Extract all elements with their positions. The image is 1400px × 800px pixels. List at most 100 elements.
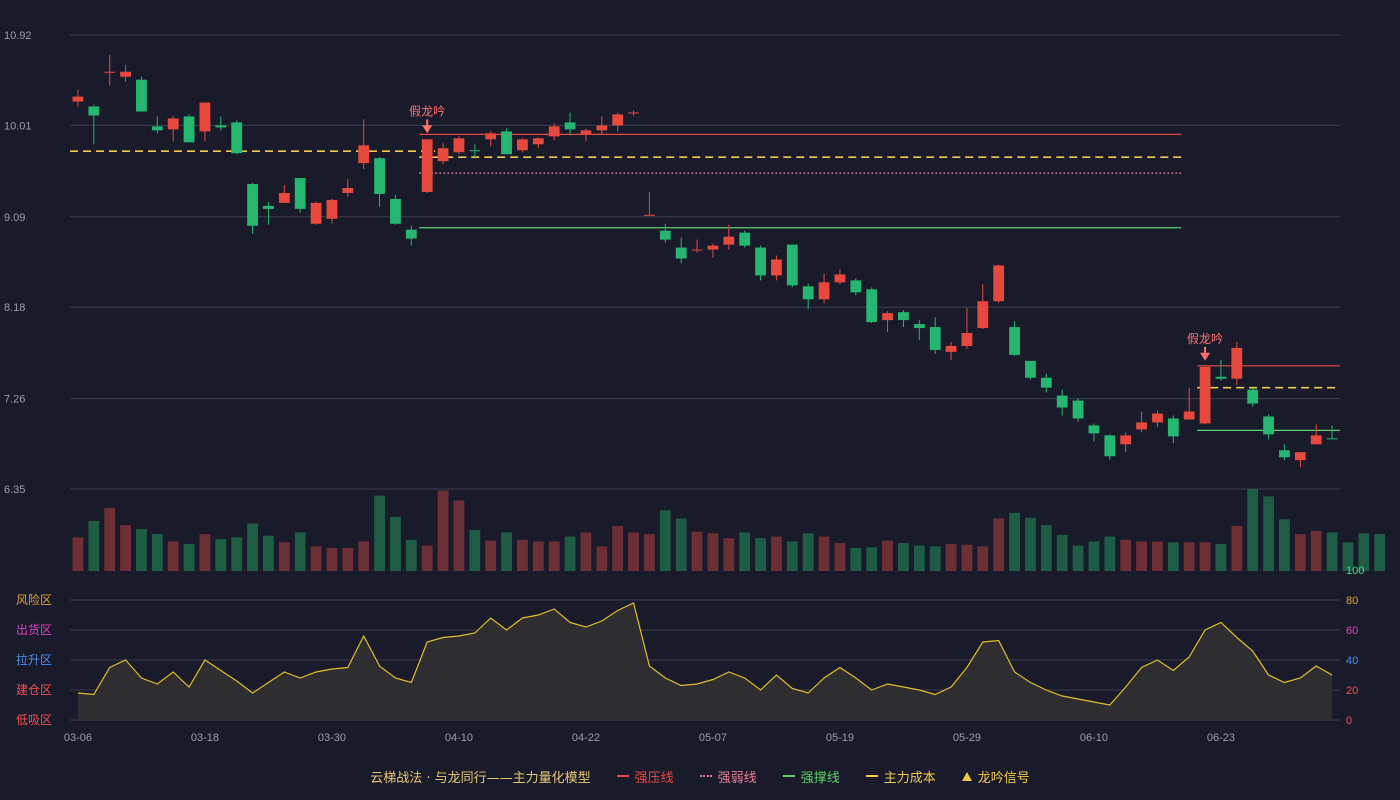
candle-body [1263,416,1274,435]
candle-body [1009,327,1020,355]
volume-bar [215,539,227,571]
x-tick-label: 04-10 [445,732,473,744]
candle-body [1247,389,1259,404]
candle-body [802,286,814,300]
oscillator-area [77,603,1333,720]
candle [1263,414,1274,440]
candle [120,64,131,82]
x-tick-label: 03-30 [318,732,346,744]
candle [659,223,671,243]
legend-item-weak[interactable]: 强弱线 [699,767,757,786]
volume-bar [88,520,100,571]
candle [247,183,258,234]
candle-body [1120,435,1132,445]
volume-bar [866,547,878,571]
candle [390,194,401,225]
candle [755,245,766,281]
volume-bar [548,541,560,571]
volume-bar [1088,541,1100,571]
candle-body [453,138,465,153]
volume-bar [278,542,290,571]
volume-bar [945,543,957,571]
candle [136,76,147,112]
volume-bar [675,518,687,571]
candle [612,112,624,132]
candle [405,225,417,246]
volume-bar [1215,543,1227,571]
candle-body [151,126,163,131]
candle-body [310,202,322,224]
volume-bar [72,537,84,571]
candle-body [675,247,687,259]
candle [882,311,893,333]
volume-bar [818,536,830,571]
y-tick-label: 8.18 [4,302,25,314]
candle [1215,359,1227,381]
candle [739,230,751,248]
legend-label: 主力成本 [883,770,936,786]
volume-bar [167,541,179,571]
volume-bar [580,532,592,571]
candle-body [517,139,528,151]
candle-body [834,274,846,283]
candle [1199,366,1211,425]
candle [1040,373,1052,393]
candle-body [1025,360,1036,378]
volume-bar [993,518,1005,571]
candle [771,255,782,281]
volume-bar [1358,533,1370,571]
x-tick-label: 06-23 [1207,732,1235,744]
candle [580,128,592,142]
candle-body [850,280,862,293]
candle [818,273,830,304]
volume-bar [596,546,608,571]
y-tick-label: 10.01 [4,120,32,132]
legend-item-resist[interactable]: 强压线 [616,767,674,786]
candle [596,116,608,135]
candle-body [898,312,909,321]
candle [675,237,687,264]
legend-item-cost[interactable]: 主力成本 [865,767,936,786]
candle [993,264,1005,304]
candle-body [421,139,433,192]
candle-body [1183,411,1195,420]
candle-body [993,265,1005,302]
volume-bar [723,538,735,571]
y-tick-label: 6.35 [4,484,25,496]
candle-body [723,236,735,245]
candle-body [1136,422,1147,430]
volume-bars [72,489,1386,571]
osc-y-tick: 60 [1346,625,1358,637]
candle [1072,398,1084,422]
candle-body [866,289,878,323]
volume-bar [1120,539,1132,571]
osc-y-tick: 100 [1346,565,1364,577]
volume-bar [1310,530,1322,571]
volume-bar [247,523,258,571]
candle-body [691,249,703,251]
volume-bar [532,541,544,571]
x-tick-label: 04-22 [572,732,600,744]
volume-bar [913,545,925,571]
legend-item-support[interactable]: 强撑线 [782,767,840,786]
candle [1247,388,1259,407]
volume-bar [1326,532,1338,571]
candle [1310,424,1322,445]
volume-bar [691,531,703,571]
zone-label: 低吸区 [16,713,52,727]
candle-body [247,184,258,226]
volume-bar [1231,525,1243,571]
volume-bar [1374,534,1386,571]
candle [453,136,465,155]
candle [945,341,957,360]
legend-item-signal[interactable]: 龙吟信号 [961,767,1030,786]
legend-label: 强弱线 [717,770,757,786]
x-tick-label: 06-10 [1080,732,1108,744]
candle-body [564,122,576,130]
candle-body [1167,418,1179,437]
candle [326,198,338,224]
x-tick-label: 05-07 [699,732,727,744]
volume-bar [977,546,989,571]
